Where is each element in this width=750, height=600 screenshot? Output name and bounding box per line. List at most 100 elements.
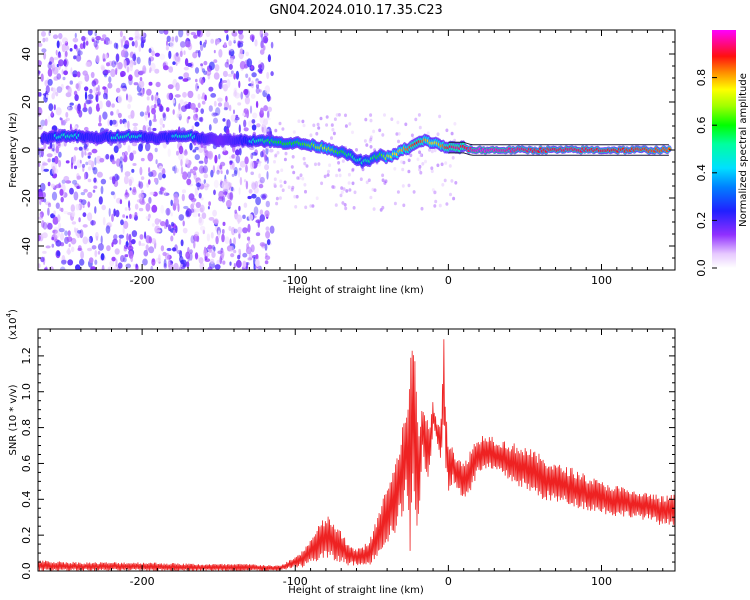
noise-cell bbox=[238, 148, 242, 156]
noise-cell bbox=[148, 196, 152, 204]
noise-cell bbox=[229, 57, 234, 65]
noise-cell bbox=[162, 113, 167, 121]
noise-cell bbox=[238, 33, 244, 40]
noise-cell bbox=[164, 191, 167, 197]
noise-cell bbox=[132, 150, 137, 155]
noise-cell bbox=[106, 62, 110, 67]
noise-cell bbox=[145, 125, 150, 131]
noise-cell bbox=[273, 184, 277, 188]
noise-cell bbox=[72, 73, 77, 78]
noise-cell bbox=[126, 66, 130, 73]
noise-cell bbox=[76, 71, 81, 78]
noise-cell bbox=[237, 254, 241, 260]
noise-cell bbox=[371, 187, 375, 192]
noise-cell bbox=[100, 37, 105, 42]
noise-cell bbox=[100, 235, 103, 245]
noise-cell bbox=[168, 92, 174, 101]
noise-cell bbox=[407, 169, 411, 174]
noise-cell bbox=[166, 40, 168, 47]
noise-cell bbox=[184, 104, 191, 109]
noise-cell bbox=[136, 56, 141, 65]
noise-cell bbox=[177, 108, 182, 118]
noise-cell bbox=[224, 191, 227, 197]
noise-cell bbox=[124, 171, 131, 177]
noise-cell bbox=[203, 70, 208, 76]
noise-cell bbox=[142, 125, 146, 133]
noise-cell bbox=[213, 100, 217, 107]
noise-cell bbox=[57, 214, 61, 223]
noise-cell bbox=[243, 202, 248, 208]
noise-cell bbox=[168, 66, 174, 73]
noise-cell bbox=[77, 185, 81, 190]
noise-cell bbox=[119, 160, 123, 169]
noise-cell bbox=[63, 210, 69, 215]
noise-cell bbox=[91, 39, 95, 42]
noise-cell bbox=[169, 39, 175, 48]
noise-cell bbox=[340, 190, 344, 195]
noise-cell bbox=[265, 252, 268, 258]
noise-cell bbox=[42, 232, 48, 239]
noise-cell bbox=[239, 176, 243, 186]
noise-cell bbox=[180, 166, 184, 175]
noise-cell bbox=[175, 82, 180, 91]
noise-cell bbox=[276, 170, 280, 174]
noise-cell bbox=[224, 61, 229, 68]
noise-cell bbox=[215, 107, 221, 116]
colorbar-tick-label: 0.0 bbox=[695, 259, 708, 277]
noise-cell bbox=[229, 191, 234, 201]
noise-cell bbox=[185, 251, 191, 260]
noise-cell bbox=[99, 100, 103, 110]
noise-cell bbox=[260, 40, 264, 49]
noise-cell bbox=[63, 70, 68, 76]
noise-cell bbox=[98, 196, 103, 205]
noise-cell bbox=[381, 133, 385, 137]
noise-cell bbox=[418, 150, 422, 154]
noise-cell bbox=[47, 158, 51, 163]
noise-cell bbox=[330, 123, 334, 127]
y-tick-label: 0.6 bbox=[20, 455, 33, 473]
noise-cell bbox=[51, 165, 56, 175]
noise-cell bbox=[61, 69, 64, 75]
noise-cell bbox=[185, 40, 192, 48]
noise-cell bbox=[123, 44, 129, 49]
noise-cell bbox=[450, 179, 454, 183]
noise-cell bbox=[257, 161, 262, 167]
noise-cell bbox=[182, 171, 188, 180]
noise-cell bbox=[290, 165, 294, 169]
noise-cell bbox=[227, 73, 234, 77]
noise-cell bbox=[369, 195, 373, 200]
noise-cell bbox=[87, 166, 92, 171]
noise-cell bbox=[93, 185, 98, 189]
noise-cell bbox=[148, 236, 152, 244]
noise-cell bbox=[123, 220, 129, 229]
noise-cell bbox=[172, 99, 176, 104]
noise-cell bbox=[73, 55, 77, 60]
noise-cell bbox=[178, 214, 185, 221]
noise-cell bbox=[87, 159, 93, 166]
noise-cell bbox=[198, 213, 201, 217]
noise-cell bbox=[348, 188, 352, 192]
noise-cell bbox=[151, 238, 157, 244]
noise-cell bbox=[165, 45, 169, 51]
noise-cell bbox=[217, 230, 221, 239]
noise-cell bbox=[58, 59, 64, 67]
noise-cell bbox=[186, 261, 190, 268]
noise-cell bbox=[49, 142, 53, 149]
snr-y-multiplier-exponent: 4 bbox=[5, 312, 13, 317]
noise-cell bbox=[378, 128, 382, 133]
noise-cell bbox=[98, 122, 102, 127]
noise-cell bbox=[414, 117, 418, 122]
noise-cell bbox=[436, 132, 440, 136]
noise-cell bbox=[120, 164, 124, 173]
noise-cell bbox=[88, 235, 93, 244]
noise-cell bbox=[193, 240, 196, 249]
noise-cell bbox=[129, 187, 132, 191]
noise-cell bbox=[251, 124, 257, 131]
noise-cell bbox=[273, 177, 277, 181]
noise-cell bbox=[234, 209, 237, 214]
noise-cell bbox=[295, 194, 299, 199]
noise-cell bbox=[87, 201, 91, 208]
noise-cell bbox=[120, 255, 125, 263]
noise-cell bbox=[253, 257, 256, 267]
noise-cell bbox=[184, 58, 189, 67]
